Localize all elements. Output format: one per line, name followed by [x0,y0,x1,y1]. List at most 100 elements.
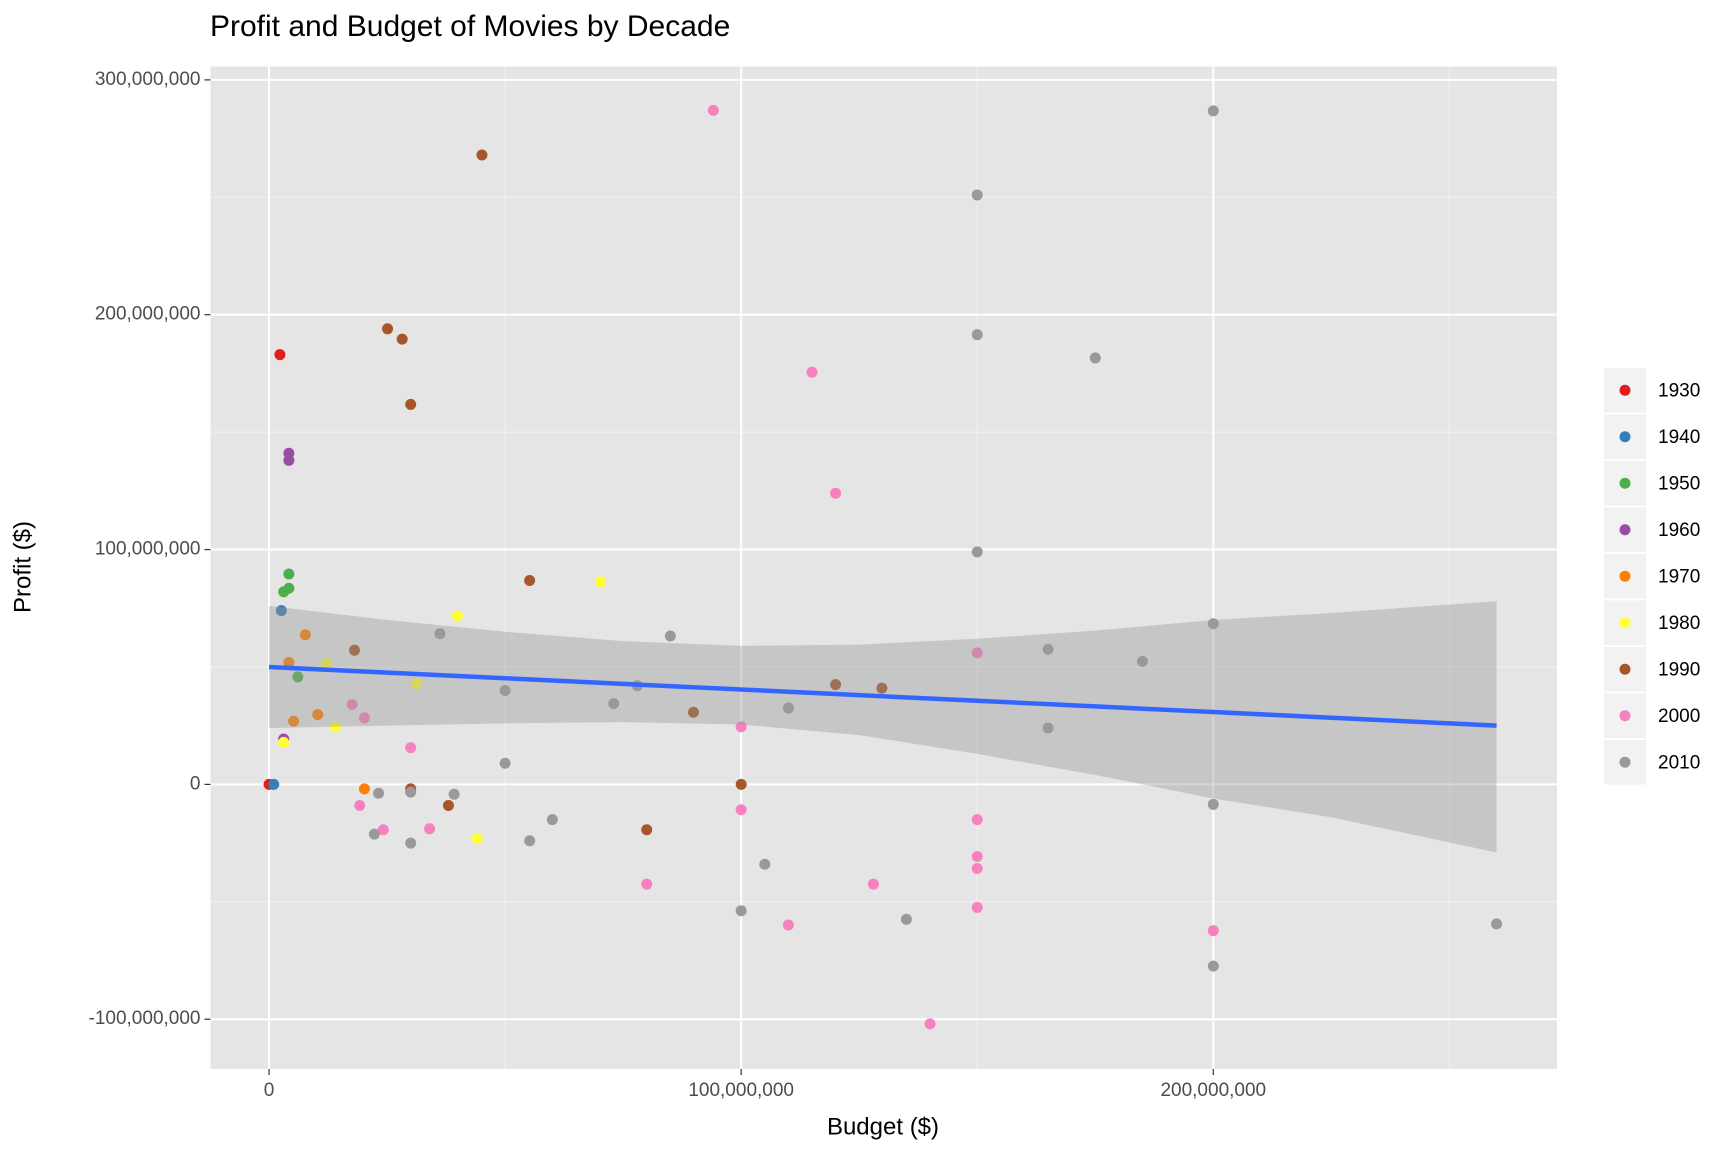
legend-marker [1619,570,1631,582]
point [524,835,536,847]
point [283,454,295,466]
point [782,702,794,714]
legend-label: 1960 [1658,520,1700,541]
point [299,629,311,641]
point [476,149,488,161]
x-tick-label: 0 [264,1080,275,1101]
point [1042,643,1054,655]
point [924,1018,936,1030]
legend-marker [1619,477,1631,489]
point [405,398,417,410]
legend-label: 2000 [1658,706,1700,727]
point [278,736,290,748]
point [759,858,771,870]
point [377,824,389,836]
legend-marker [1619,663,1631,675]
legend-label: 1930 [1658,380,1700,401]
point [782,919,794,931]
point [971,850,983,862]
point [830,487,842,499]
point [524,575,536,587]
point [830,679,842,691]
point [424,823,436,835]
point [499,684,511,696]
point [405,837,417,849]
point [806,366,818,378]
point [735,778,747,790]
point [268,778,280,790]
point [1207,618,1219,630]
point [292,671,304,683]
point [405,786,417,798]
point [448,788,460,800]
point [900,913,912,925]
point [1042,722,1054,734]
point [499,757,511,769]
y-tick-label: 100,000,000 [95,539,201,560]
point [1136,655,1148,667]
point [1089,352,1101,364]
point [434,628,446,640]
y-tick-label: -100,000,000 [89,1008,201,1029]
point [278,586,290,598]
point [735,721,747,733]
trend-line [268,664,1497,728]
chart-title: Profit and Budget of Movies by Decade [210,10,730,43]
point [274,349,286,361]
point [971,189,983,201]
y-axis-title: Profit ($) [9,521,36,613]
point [1207,925,1219,937]
point [283,568,295,580]
point [346,699,358,711]
legend-label: 1990 [1658,659,1700,680]
point [1207,798,1219,810]
point [867,878,879,890]
point [664,630,676,642]
y-tick-label: 0 [190,773,201,794]
point [641,824,653,836]
point [348,644,360,656]
point [1207,960,1219,972]
point [735,905,747,917]
point [971,647,983,659]
point [1491,918,1503,930]
point [594,576,606,588]
legend-marker [1619,756,1631,768]
point [354,800,366,812]
point [321,658,333,670]
point [876,682,888,694]
point [707,104,719,116]
point [283,657,295,669]
point [971,329,983,341]
point [971,862,983,874]
legend-marker [1619,524,1631,536]
y-tick-label: 300,000,000 [95,69,201,90]
point [410,678,422,690]
point [608,698,620,710]
point [382,323,394,335]
x-tick-label: 100,000,000 [688,1080,794,1101]
point [288,715,300,727]
point [358,783,370,795]
legend-marker [1619,710,1631,722]
legend-label: 1980 [1658,613,1700,634]
legend-marker [1619,384,1631,396]
point [546,814,558,826]
x-axis-title: Budget ($) [827,1113,939,1140]
point [368,828,380,840]
point [641,878,653,890]
legend-label: 2010 [1658,752,1700,773]
point [971,814,983,826]
legend-label: 1940 [1658,427,1700,448]
point [373,787,385,799]
legend-label: 1950 [1658,473,1700,494]
point [471,833,483,845]
point [442,800,454,812]
point [396,333,408,345]
y-tick-label: 200,000,000 [95,304,201,325]
point [330,721,342,733]
panel [210,66,1557,1069]
point [1207,105,1219,117]
x-tick-label: 200,000,000 [1160,1080,1266,1101]
legend-marker [1619,617,1631,629]
